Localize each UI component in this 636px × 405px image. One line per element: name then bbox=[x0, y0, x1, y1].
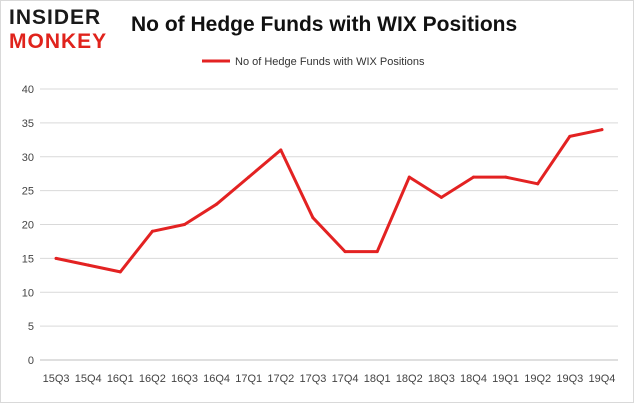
insider-monkey-logo: INSIDER MONKEY bbox=[9, 7, 113, 52]
logo-line-2: MONKEY bbox=[9, 30, 108, 53]
x-tick-label-17Q3: 17Q3 bbox=[299, 373, 326, 385]
data-point-18Q2 bbox=[407, 175, 411, 179]
data-point-17Q1 bbox=[247, 175, 251, 179]
data-point-19Q2 bbox=[536, 182, 540, 186]
data-point-15Q4 bbox=[86, 263, 90, 267]
x-tick-label-17Q4: 17Q4 bbox=[332, 373, 359, 385]
y-tick-label-5: 5 bbox=[28, 321, 34, 333]
x-tick-label-19Q1: 19Q1 bbox=[492, 373, 519, 385]
x-tick-label-19Q3: 19Q3 bbox=[556, 373, 583, 385]
data-point-18Q3 bbox=[439, 195, 443, 199]
x-tick-label-16Q4: 16Q4 bbox=[203, 373, 230, 385]
x-tick-label-16Q2: 16Q2 bbox=[139, 373, 166, 385]
data-point-16Q2 bbox=[150, 229, 154, 233]
series-lines bbox=[54, 128, 604, 274]
data-point-18Q4 bbox=[472, 175, 475, 179]
x-tick-label-18Q3: 18Q3 bbox=[428, 373, 455, 385]
x-tick-label-15Q3: 15Q3 bbox=[43, 373, 70, 385]
y-tick-label-0: 0 bbox=[28, 355, 34, 367]
y-tick-label-15: 15 bbox=[22, 253, 34, 265]
data-point-16Q1 bbox=[118, 270, 122, 274]
x-tick-label-19Q4: 19Q4 bbox=[588, 373, 615, 385]
y-tick-label-20: 20 bbox=[22, 220, 34, 232]
data-point-17Q4 bbox=[343, 250, 347, 254]
chart-title: No of Hedge Funds with WIX Positions bbox=[131, 13, 518, 36]
x-tick-label-18Q4: 18Q4 bbox=[460, 373, 487, 385]
series-line-0 bbox=[54, 128, 604, 274]
legend-label: No of Hedge Funds with WIX Positions bbox=[235, 56, 425, 68]
y-tick-label-35: 35 bbox=[22, 118, 34, 130]
data-point-19Q1 bbox=[504, 175, 508, 179]
x-tick-label-16Q3: 16Q3 bbox=[171, 373, 198, 385]
x-tick-label-18Q2: 18Q2 bbox=[396, 373, 423, 385]
x-tick-label-16Q1: 16Q1 bbox=[107, 373, 134, 385]
y-tick-labels: 0 5 10 15 20 25 30 35 40 bbox=[22, 84, 34, 367]
data-point-17Q3 bbox=[311, 216, 315, 220]
x-tick-labels: 15Q3 15Q4 16Q1 16Q2 16Q3 16Q4 17Q1 17Q2 17Q3 17Q4… bbox=[43, 373, 616, 385]
y-tick-label-40: 40 bbox=[22, 84, 34, 96]
x-tick-label-18Q1: 18Q1 bbox=[364, 373, 391, 385]
data-point-19Q4 bbox=[600, 128, 604, 132]
grid-lines bbox=[40, 88, 618, 327]
x-tick-label-15Q4: 15Q4 bbox=[75, 373, 102, 385]
data-point-16Q4 bbox=[215, 202, 219, 206]
data-point-16Q3 bbox=[183, 223, 186, 226]
data-point-19Q3 bbox=[568, 134, 572, 138]
data-point-18Q1 bbox=[375, 250, 379, 254]
data-point-17Q2 bbox=[279, 148, 283, 152]
y-tick-label-30: 30 bbox=[22, 152, 34, 164]
y-tick-label-25: 25 bbox=[22, 186, 34, 198]
logo-line-1: INSIDER bbox=[9, 6, 102, 29]
x-tick-label-17Q1: 17Q1 bbox=[235, 373, 262, 385]
data-point-15Q3 bbox=[54, 256, 58, 260]
x-tick-label-19Q2: 19Q2 bbox=[524, 373, 551, 385]
x-tick-label-17Q2: 17Q2 bbox=[267, 373, 294, 385]
y-tick-label-10: 10 bbox=[22, 287, 34, 299]
legend: No of Hedge Funds with WIX Positions bbox=[202, 56, 425, 68]
